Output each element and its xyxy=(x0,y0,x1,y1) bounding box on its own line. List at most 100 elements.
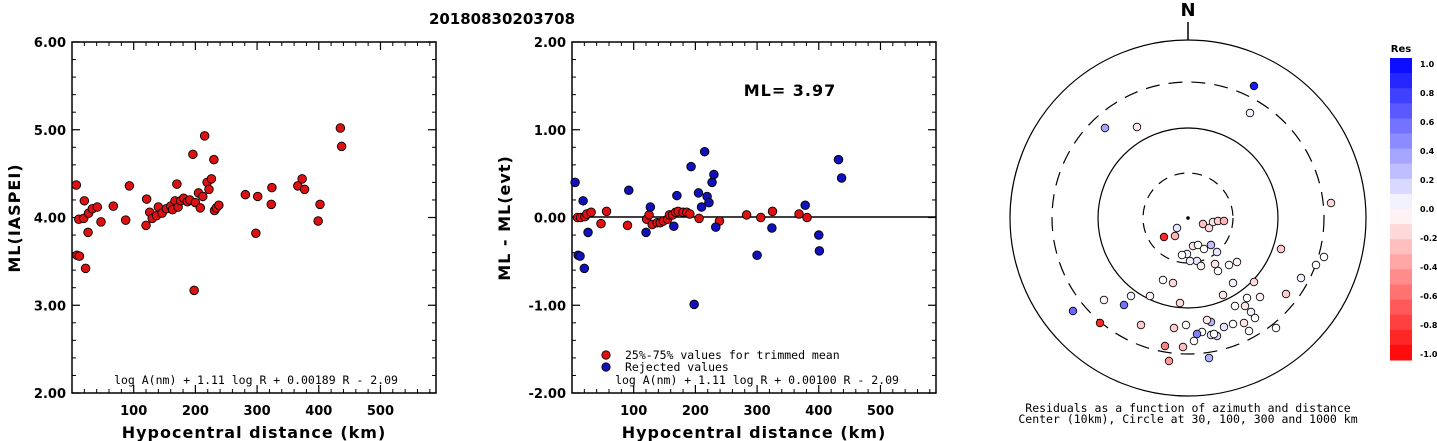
data-point xyxy=(214,200,224,210)
colorbar-cell xyxy=(1390,344,1412,361)
station-marker xyxy=(1219,322,1229,332)
x-tick-label: 100 xyxy=(120,404,147,419)
colorbar-cell xyxy=(1390,224,1412,240)
data-point xyxy=(578,196,588,206)
data-point xyxy=(96,217,106,227)
x-axis-title: Hypocentral distance (km) xyxy=(122,423,387,441)
data-point xyxy=(689,299,699,310)
colorbar-label: -1.0 xyxy=(1420,350,1437,359)
station-marker xyxy=(1136,320,1146,330)
station-marker xyxy=(1239,318,1249,328)
data-point xyxy=(710,222,721,232)
legend-label-rejected: Rejected values xyxy=(625,360,729,374)
center-marker xyxy=(1186,216,1190,220)
y-tick-label: 2.00 xyxy=(534,36,566,51)
station-marker xyxy=(1204,353,1214,363)
data-point xyxy=(624,185,634,196)
data-point xyxy=(704,197,714,208)
colorbar-label: 1.0 xyxy=(1420,60,1435,69)
data-point xyxy=(741,210,752,220)
station-marker xyxy=(1249,81,1259,91)
data-point xyxy=(672,190,682,201)
y-tick-labels: -2.00 -1.00 0.00 1.00 2.00 xyxy=(529,36,566,402)
data-point xyxy=(583,227,593,238)
colorbar-cell xyxy=(1390,88,1412,104)
data-point xyxy=(644,210,654,220)
formula-text: log A(nm) + 1.11 log R + 0.00100 R - 2.0… xyxy=(615,373,899,387)
data-point xyxy=(108,201,119,211)
data-point xyxy=(622,220,633,231)
station-marker xyxy=(1145,291,1155,301)
station-marker xyxy=(1158,275,1168,285)
station-marker xyxy=(1132,122,1142,132)
data-point xyxy=(80,263,91,274)
station-marker xyxy=(1245,108,1255,118)
station-marker xyxy=(1199,244,1209,254)
colorbar-cell xyxy=(1390,148,1412,165)
data-point xyxy=(641,227,651,238)
station-marker xyxy=(1213,266,1223,276)
colorbar-cell xyxy=(1390,209,1412,225)
data-point xyxy=(240,189,251,200)
data-point xyxy=(141,220,151,231)
station-marker xyxy=(1189,336,1199,346)
data-point xyxy=(696,202,707,212)
data-point xyxy=(800,200,810,210)
x-tick-label: 200 xyxy=(182,404,209,419)
data-point xyxy=(575,251,585,261)
station-marker xyxy=(1210,259,1220,269)
data-point xyxy=(299,184,310,195)
data-point xyxy=(195,203,206,213)
station-marker xyxy=(1228,319,1238,329)
colorbar-label: 0.2 xyxy=(1420,176,1434,185)
data-point xyxy=(814,246,825,256)
y-tick-label: 4.00 xyxy=(34,212,66,227)
y-axis-title: ML - ML(evt) xyxy=(495,155,514,281)
data-point xyxy=(767,223,777,233)
station-marker xyxy=(1232,257,1242,267)
colorbar-label: -0.2 xyxy=(1420,234,1437,243)
y-tick-labels: 2.00 3.00 4.00 5.00 6.00 xyxy=(34,36,66,402)
colorbar-cell xyxy=(1390,163,1412,180)
y-tick-label: 2.00 xyxy=(34,387,66,402)
data-point xyxy=(335,123,346,133)
station-marker xyxy=(1242,293,1252,303)
caption-line-2: Center (10km), Circle at 30, 100, 300 an… xyxy=(1018,412,1357,426)
x-tick-label: 300 xyxy=(244,404,271,419)
ring-300km xyxy=(1051,81,1325,355)
station-marker xyxy=(1169,323,1179,333)
colorbar-label: 0.4 xyxy=(1420,147,1435,156)
x-tick-label: 400 xyxy=(805,404,832,419)
colorbar-label: 0.8 xyxy=(1420,89,1435,98)
station-marker xyxy=(1177,250,1187,260)
ring-30km xyxy=(1142,172,1234,264)
data-point xyxy=(814,230,824,240)
station-marker xyxy=(1198,219,1208,229)
data-point xyxy=(570,177,580,188)
data-point xyxy=(199,131,210,141)
y-tick-label: 5.00 xyxy=(34,124,66,139)
data-point xyxy=(92,202,103,212)
data-points xyxy=(71,123,347,296)
station-marker xyxy=(1068,306,1078,316)
data-point xyxy=(802,212,812,223)
station-marker xyxy=(1296,273,1306,283)
data-point xyxy=(71,180,82,190)
station-marker xyxy=(1126,291,1136,301)
colorbar-cell xyxy=(1390,178,1412,195)
data-point xyxy=(204,184,214,195)
station-marker xyxy=(1319,252,1329,262)
data-point xyxy=(752,250,762,260)
data-point xyxy=(596,218,606,229)
colorbar-cell xyxy=(1390,133,1412,150)
station-marker xyxy=(1311,260,1321,270)
data-point xyxy=(756,212,766,223)
colorbar-cell xyxy=(1390,193,1412,210)
colorbar-cell xyxy=(1390,314,1412,331)
station-marker xyxy=(1228,278,1238,288)
data-point xyxy=(74,251,85,261)
station-marker xyxy=(1326,198,1336,208)
station-marker xyxy=(1193,240,1203,250)
